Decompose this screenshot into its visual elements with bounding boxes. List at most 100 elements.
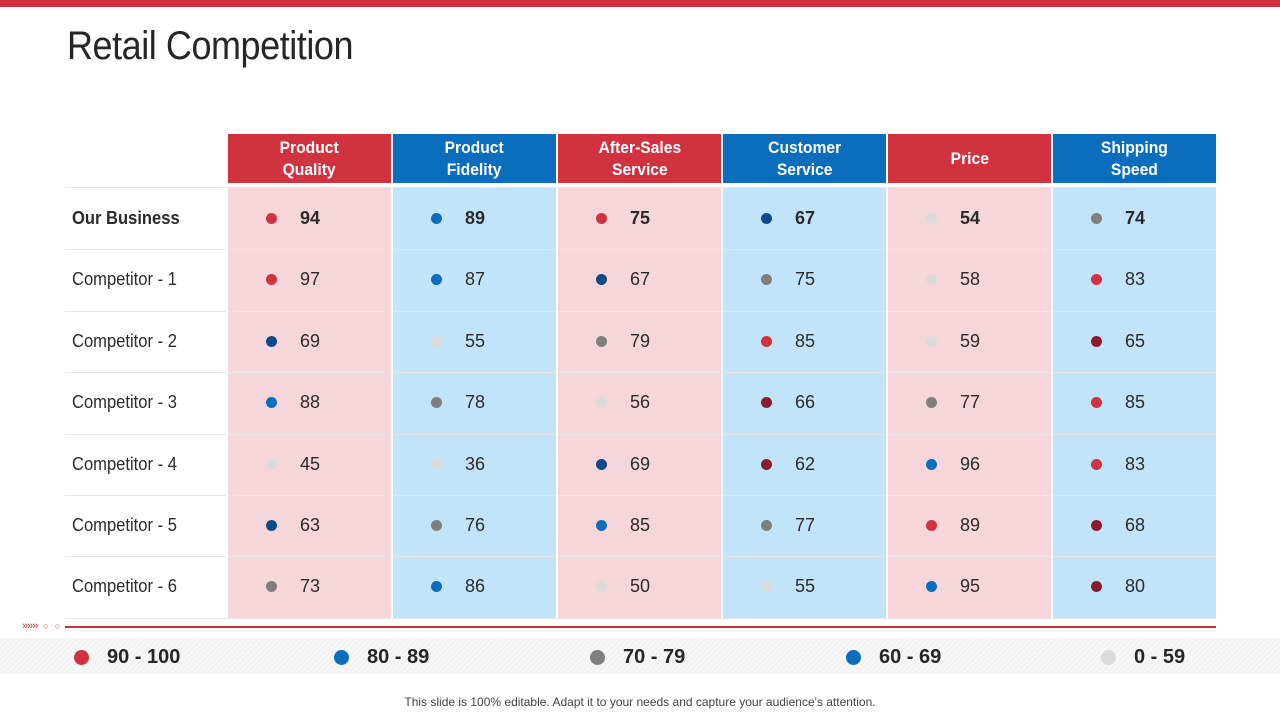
score-cell: 75 <box>558 188 721 249</box>
column-separator <box>391 188 393 618</box>
column-background <box>1053 188 1216 618</box>
score-cell: 55 <box>393 311 556 372</box>
column-separator <box>721 188 723 618</box>
score-cell: 56 <box>558 372 721 433</box>
row-divider <box>65 311 1216 312</box>
score-value: 75 <box>795 269 816 289</box>
column-header-label: Product Fidelity <box>444 137 505 179</box>
score-cell: 36 <box>393 434 556 495</box>
score-cell: 58 <box>888 249 1051 310</box>
score-cell: 96 <box>888 434 1051 495</box>
row-divider <box>65 249 1216 250</box>
score-dot-icon <box>1091 459 1102 470</box>
score-value: 55 <box>465 331 486 351</box>
score-value: 50 <box>630 576 651 596</box>
column-header: Price <box>888 134 1051 183</box>
score-dot-icon <box>431 397 442 408</box>
score-value: 69 <box>630 454 651 474</box>
row-label-text: Competitor - 3 <box>72 392 177 412</box>
score-cell: 67 <box>723 188 886 249</box>
score-cell: 94 <box>228 188 391 249</box>
score-value: 87 <box>465 269 486 289</box>
score-dot-icon <box>926 581 937 592</box>
score-dot-icon <box>761 336 772 347</box>
chevron-arrows-icon: »»» <box>22 620 38 632</box>
row-label-text: Competitor - 6 <box>72 576 177 596</box>
score-dot-icon <box>761 274 772 285</box>
row-label: Competitor - 2 <box>72 311 186 372</box>
score-dot-icon <box>1091 213 1102 224</box>
score-value: 67 <box>630 269 651 289</box>
score-cell: 85 <box>723 311 886 372</box>
score-value: 85 <box>1125 392 1146 412</box>
legend-dot-icon <box>590 649 605 665</box>
score-cell: 59 <box>888 311 1051 372</box>
score-cell: 67 <box>558 249 721 310</box>
row-divider <box>65 187 1216 188</box>
legend-label: 0 - 59 <box>1134 645 1186 668</box>
score-cell: 73 <box>228 556 391 617</box>
score-cell: 88 <box>228 372 391 433</box>
score-value: 77 <box>960 392 981 412</box>
score-dot-icon <box>596 336 607 347</box>
score-cell: 50 <box>558 556 721 617</box>
legend-label: 80 - 89 <box>367 645 430 668</box>
column-header-label: Shipping Speed <box>1101 137 1168 179</box>
row-label: Competitor - 3 <box>72 372 186 433</box>
score-dot-icon <box>761 520 772 531</box>
score-value: 78 <box>465 392 486 412</box>
score-value: 89 <box>960 515 981 535</box>
legend-item: 80 - 89 <box>334 645 429 669</box>
row-divider <box>65 556 1216 557</box>
column-header: Customer Service <box>723 134 886 183</box>
footer-note: This slide is 100% editable. Adapt it to… <box>404 695 876 709</box>
slide-title: Retail Competition <box>67 24 354 68</box>
row-label-text: Competitor - 2 <box>72 331 177 351</box>
score-dot-icon <box>926 274 937 285</box>
score-cell: 62 <box>723 434 886 495</box>
score-cell: 68 <box>1053 495 1216 556</box>
score-value: 95 <box>960 576 981 596</box>
score-value: 63 <box>300 515 321 535</box>
score-dot-icon <box>761 581 772 592</box>
legend-label: 70 - 79 <box>623 645 686 668</box>
row-label: Competitor - 6 <box>72 556 186 617</box>
column-header-label: After-Sales Service <box>598 137 681 179</box>
score-cell: 54 <box>888 188 1051 249</box>
score-cell: 65 <box>1053 311 1216 372</box>
score-value: 77 <box>795 515 816 535</box>
score-dot-icon <box>926 336 937 347</box>
row-label: Our Business <box>72 188 189 249</box>
score-value: 83 <box>1125 454 1146 474</box>
score-value: 97 <box>300 269 321 289</box>
score-value: 65 <box>1125 331 1146 351</box>
score-cell: 69 <box>558 434 721 495</box>
score-dot-icon <box>431 213 442 224</box>
score-dot-icon <box>266 459 277 470</box>
score-value: 69 <box>300 331 321 351</box>
column-separator <box>886 188 888 618</box>
score-dot-icon <box>1091 397 1102 408</box>
score-cell: 87 <box>393 249 556 310</box>
legend-item: 60 - 69 <box>846 645 941 669</box>
legend-item: 0 - 59 <box>1101 645 1185 669</box>
score-dot-icon <box>1091 520 1102 531</box>
score-cell: 76 <box>393 495 556 556</box>
legend-label: 60 - 69 <box>879 645 942 668</box>
score-dot-icon <box>1091 336 1102 347</box>
legend-dot-icon <box>846 649 861 665</box>
score-cell: 85 <box>558 495 721 556</box>
score-dot-icon <box>1091 581 1102 592</box>
legend-band <box>0 638 1280 674</box>
bottom-divider <box>65 626 1216 628</box>
score-dot-icon <box>1091 274 1102 285</box>
score-cell: 83 <box>1053 434 1216 495</box>
column-separator <box>556 188 558 618</box>
column-background <box>393 188 556 618</box>
row-label-text: Competitor - 1 <box>72 269 177 289</box>
score-value: 96 <box>960 454 981 474</box>
score-cell: 95 <box>888 556 1051 617</box>
legend-item: 70 - 79 <box>590 645 685 669</box>
score-cell: 55 <box>723 556 886 617</box>
score-value: 45 <box>300 454 321 474</box>
